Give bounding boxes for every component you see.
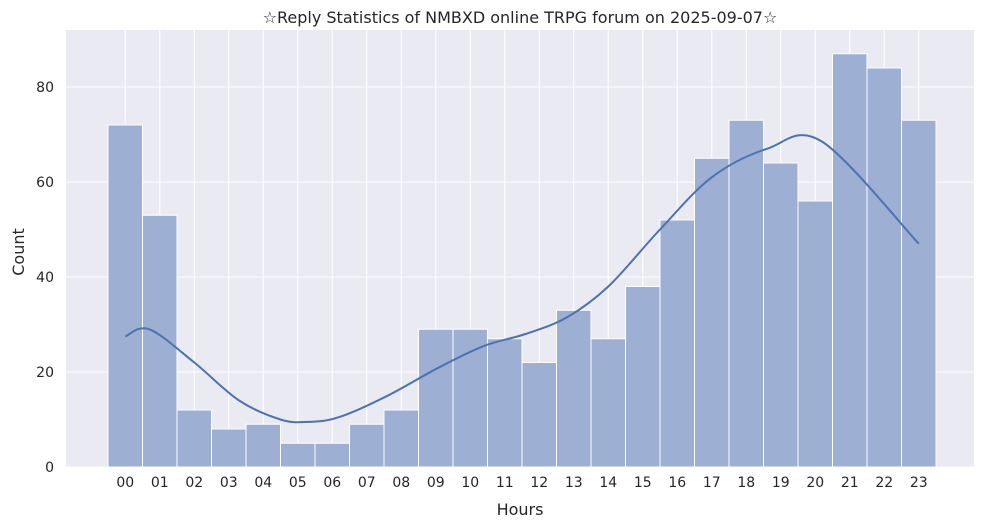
x-tick-label: 02 — [185, 475, 203, 491]
x-tick-label: 23 — [910, 475, 928, 491]
x-tick-label: 15 — [634, 475, 652, 491]
x-tick-label: 12 — [530, 475, 548, 491]
bar-13 — [556, 309, 592, 468]
x-tick-label: 17 — [703, 475, 721, 491]
bar-05 — [280, 442, 316, 468]
x-tick-label: 00 — [116, 475, 134, 491]
bar-17 — [694, 157, 730, 468]
bar-08 — [383, 409, 419, 468]
bar-15 — [625, 286, 661, 468]
bar-02 — [176, 409, 212, 468]
bar-04 — [245, 423, 281, 468]
bar-12 — [521, 362, 557, 468]
x-tick-label: 18 — [737, 475, 755, 491]
bar-00 — [107, 124, 143, 468]
bar-23 — [901, 119, 937, 468]
bar-03 — [211, 428, 247, 468]
x-tick-label: 16 — [668, 475, 686, 491]
bar-01 — [142, 214, 178, 468]
bar-14 — [590, 338, 626, 468]
y-tick-label: 20 — [36, 365, 54, 381]
x-tick-label: 14 — [599, 475, 617, 491]
bar-06 — [314, 442, 350, 468]
bar-11 — [487, 338, 523, 468]
bar-07 — [349, 423, 385, 468]
bar-09 — [418, 328, 454, 468]
bar-10 — [452, 328, 488, 468]
bars-group — [107, 53, 937, 468]
x-tick-label: 03 — [220, 475, 238, 491]
x-tick-label: 07 — [358, 475, 376, 491]
x-tick-label: 05 — [289, 475, 307, 491]
x-tick-label: 21 — [841, 475, 859, 491]
bar-19 — [763, 162, 799, 468]
y-tick-label: 60 — [36, 175, 54, 191]
x-tick-label: 10 — [461, 475, 479, 491]
bar-16 — [659, 219, 695, 468]
bar-22 — [866, 67, 902, 468]
x-tick-label: 11 — [496, 475, 514, 491]
x-axis-label: Hours — [497, 500, 544, 519]
bar-20 — [797, 200, 833, 468]
bar-18 — [728, 119, 764, 468]
x-tick-label: 13 — [565, 475, 583, 491]
x-tick-label: 20 — [806, 475, 824, 491]
y-tick-label: 80 — [36, 80, 54, 96]
y-tick-label: 0 — [45, 460, 54, 476]
x-tick-label: 04 — [254, 475, 272, 491]
x-tick-label: 09 — [427, 475, 445, 491]
x-tick-label: 01 — [151, 475, 169, 491]
x-tick-label: 06 — [323, 475, 341, 491]
x-tick-label: 22 — [875, 475, 893, 491]
x-tick-label: 19 — [772, 475, 790, 491]
y-axis-label: Count — [9, 228, 28, 276]
bar-21 — [832, 53, 868, 468]
kde-line — [124, 134, 920, 424]
x-tick-label: 08 — [392, 475, 410, 491]
x-tick-labels: 00 01 02 03 04 05 06 07 08 09 10 11 12 13 14 15 16 17 18 19… — [116, 475, 927, 491]
chart-title: ☆Reply Statistics of NMBXD online TRPG f… — [263, 8, 778, 27]
y-tick-label: 40 — [36, 270, 54, 286]
y-tick-labels: 0 20 40 60 80 — [36, 80, 54, 476]
